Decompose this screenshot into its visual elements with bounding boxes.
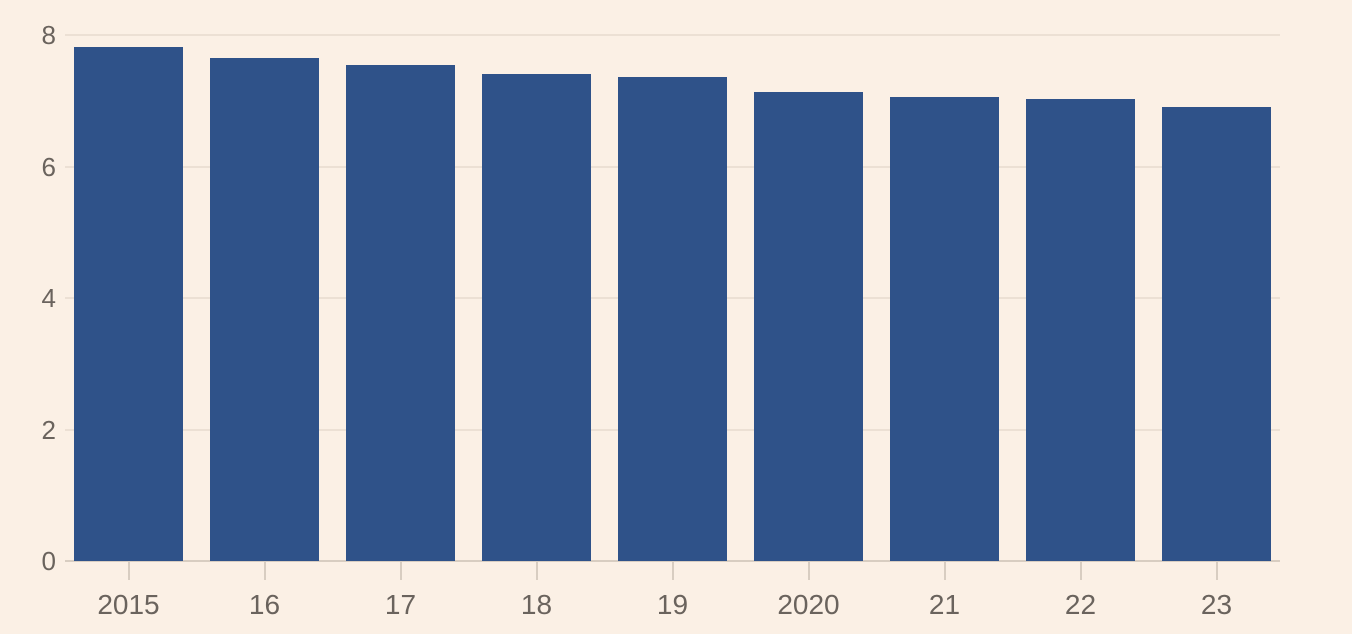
x-col-17: 17 xyxy=(346,561,455,620)
x-tick xyxy=(263,561,266,580)
x-tick-label-17: 17 xyxy=(384,589,417,620)
bar-18 xyxy=(482,74,591,561)
x-col-19: 19 xyxy=(618,561,727,620)
x-tick-label-2020: 2020 xyxy=(777,589,840,620)
x-tick xyxy=(1215,561,1218,580)
gridline-y-8 xyxy=(65,34,1280,36)
bar-23 xyxy=(1162,107,1271,561)
bar-2015 xyxy=(74,47,183,561)
bar-2020 xyxy=(754,92,863,561)
bar-19 xyxy=(618,77,727,561)
y-tick-label-2: 2 xyxy=(41,414,56,445)
x-tick-label-2015: 2015 xyxy=(97,589,160,620)
x-col-2015: 2015 xyxy=(74,561,183,620)
x-tick-label-21: 21 xyxy=(928,589,961,620)
bar-21 xyxy=(890,97,999,561)
x-tick xyxy=(1079,561,1082,580)
x-tick xyxy=(671,561,674,580)
x-tick-label-18: 18 xyxy=(520,589,553,620)
x-tick-label-22: 22 xyxy=(1064,589,1097,620)
bar-16 xyxy=(210,58,319,561)
x-tick xyxy=(399,561,402,580)
bar-22 xyxy=(1026,99,1135,561)
y-axis: 0 2 4 6 8 xyxy=(0,22,56,574)
x-col-21: 21 xyxy=(890,561,999,620)
x-col-23: 23 xyxy=(1162,561,1271,620)
x-tick xyxy=(943,561,946,580)
x-tick xyxy=(535,561,538,580)
x-col-16: 16 xyxy=(210,561,319,620)
x-col-2020: 2020 xyxy=(754,561,863,620)
plot-area xyxy=(65,34,1280,562)
x-col-22: 22 xyxy=(1026,561,1135,620)
x-tick xyxy=(807,561,810,580)
x-tick-label-23: 23 xyxy=(1200,589,1233,620)
y-tick-label-6: 6 xyxy=(41,151,56,182)
y-tick-label-4: 4 xyxy=(41,283,56,313)
bar-17 xyxy=(346,65,455,561)
y-tick-label-8: 8 xyxy=(41,20,56,50)
x-tick-label-16: 16 xyxy=(248,589,281,620)
y-tick-label-0: 0 xyxy=(41,546,56,576)
bars-row xyxy=(74,35,1271,561)
x-tick xyxy=(127,561,130,580)
x-tick-label-19: 19 xyxy=(656,589,689,620)
x-col-18: 18 xyxy=(482,561,591,620)
x-axis: 2015 16 17 18 19 2020 21 22 23 xyxy=(74,561,1271,620)
